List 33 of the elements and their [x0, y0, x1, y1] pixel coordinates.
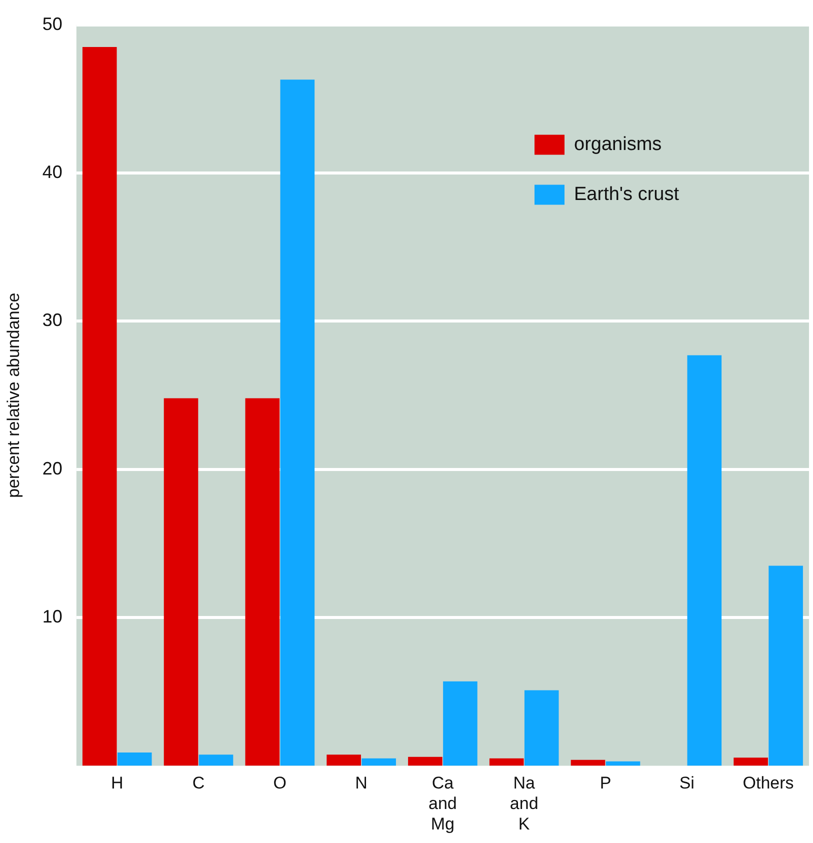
x-tick-label: P: [600, 774, 612, 793]
bar: [117, 752, 152, 766]
x-tick-label: O: [273, 774, 287, 793]
y-tick-label: 10: [42, 606, 62, 627]
legend-label: Earth's crust: [574, 184, 680, 206]
x-tick-label: Others: [742, 774, 794, 793]
x-tick-label: Na and K: [510, 774, 538, 834]
x-tick-label: C: [192, 774, 205, 793]
y-tick-label: 20: [42, 458, 62, 478]
y-axis-title: percent relative abundance: [4, 292, 23, 498]
y-tick-label: 40: [42, 162, 62, 182]
x-tick-label: Ca and Mg: [428, 774, 457, 834]
x-tick-label: Si: [679, 774, 694, 793]
bar: [687, 355, 722, 766]
bar: [164, 398, 198, 766]
bar: [280, 80, 315, 766]
bar: [489, 758, 524, 766]
y-tick-label: 30: [42, 310, 62, 330]
bar: [326, 754, 361, 766]
bar: [362, 758, 396, 766]
bar: [443, 681, 478, 766]
legend-label: organisms: [574, 134, 662, 156]
bar: [734, 758, 768, 766]
bar: [524, 690, 559, 766]
bar: [82, 47, 117, 766]
x-tick-label: N: [355, 774, 368, 793]
x-tick-label: H: [110, 774, 124, 793]
bar: [408, 756, 442, 766]
bar: [570, 760, 606, 766]
bar: [768, 566, 803, 766]
bar: [245, 398, 280, 766]
y-tick-label: 50: [42, 14, 62, 34]
bar: [198, 754, 234, 766]
